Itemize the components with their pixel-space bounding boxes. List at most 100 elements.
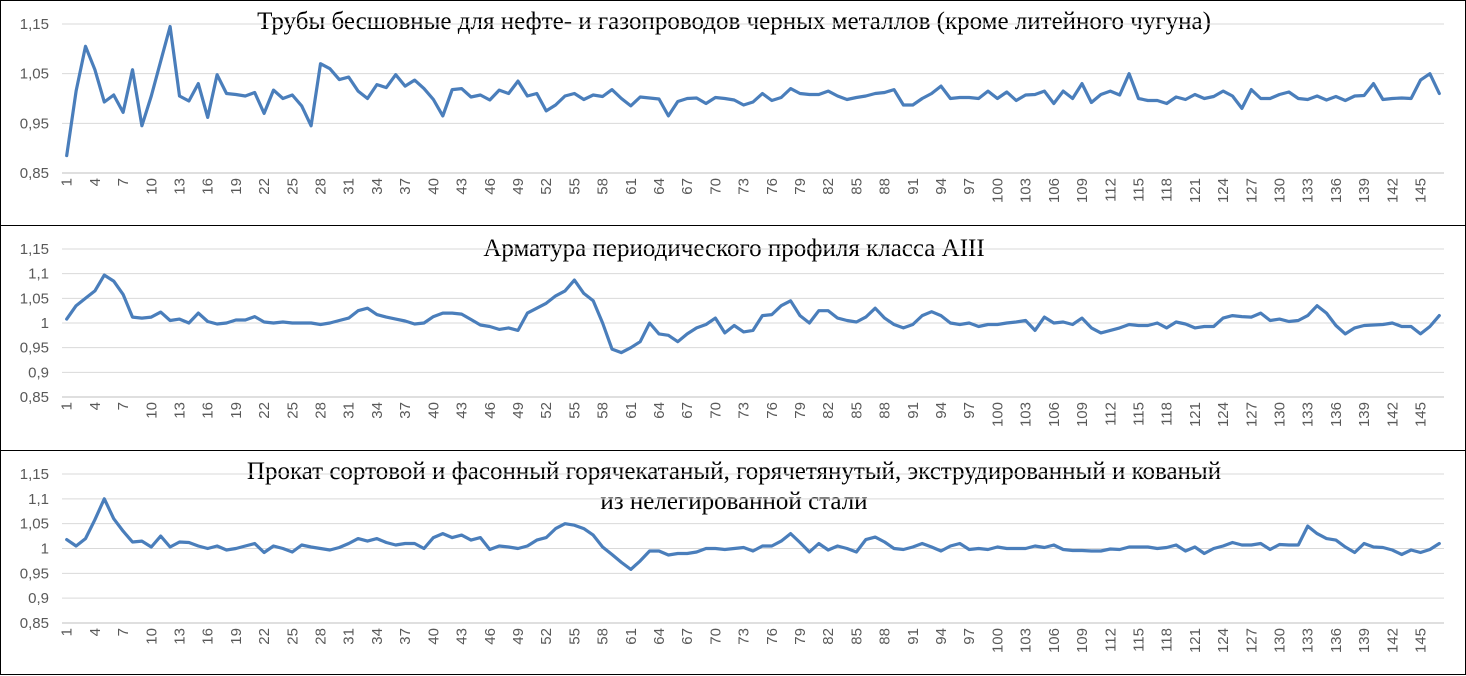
y-tick-label: 1,1 <box>28 266 49 283</box>
x-tick-label: 145 <box>1412 628 1429 653</box>
x-tick-label: 1 <box>59 178 76 186</box>
x-tick-label: 127 <box>1243 628 1260 653</box>
x-tick-label: 73 <box>736 178 753 195</box>
x-tick-label: 1 <box>59 402 76 410</box>
x-tick-label: 97 <box>961 628 978 645</box>
x-tick-label: 64 <box>651 402 668 419</box>
x-tick-label: 112 <box>1102 178 1119 202</box>
x-tick-label: 46 <box>482 178 499 195</box>
x-tick-label: 97 <box>961 402 978 419</box>
x-tick-label: 37 <box>397 178 414 195</box>
x-tick-label: 103 <box>1018 178 1035 203</box>
y-tick-label: 0,95 <box>20 340 49 357</box>
x-tick-label: 10 <box>143 628 160 645</box>
x-tick-label: 85 <box>848 178 865 195</box>
y-tick-label: 1,15 <box>20 16 49 33</box>
x-tick-label: 70 <box>707 628 724 645</box>
y-tick-label: 1 <box>41 541 49 558</box>
y-tick-label: 0,9 <box>28 364 49 381</box>
x-tick-label: 106 <box>1046 628 1063 653</box>
x-tick-label: 19 <box>228 628 245 645</box>
x-tick-label: 4 <box>87 178 104 186</box>
x-tick-label: 16 <box>200 402 217 419</box>
x-tick-label: 121 <box>1187 628 1204 653</box>
x-tick-label: 112 <box>1102 402 1119 426</box>
chart-panel-rebar: Арматура периодического профиля класса А… <box>0 225 1466 451</box>
x-tick-label: 34 <box>369 178 386 195</box>
x-tick-label: 13 <box>172 178 189 195</box>
x-tick-label: 139 <box>1356 628 1373 653</box>
y-tick-label: 0,85 <box>20 615 49 632</box>
x-tick-label: 118 <box>1159 402 1176 426</box>
x-tick-label: 118 <box>1159 178 1176 202</box>
x-tick-label: 31 <box>341 178 358 195</box>
x-tick-label: 97 <box>961 178 978 195</box>
x-tick-label: 58 <box>595 402 612 419</box>
x-tick-label: 43 <box>454 402 471 419</box>
x-tick-label: 91 <box>905 402 922 419</box>
x-tick-label: 82 <box>820 628 837 645</box>
series-line <box>67 275 1440 353</box>
series-line <box>67 27 1440 156</box>
x-tick-label: 46 <box>482 402 499 419</box>
x-tick-label: 76 <box>764 402 781 419</box>
x-tick-label: 142 <box>1384 628 1401 653</box>
x-tick-label: 25 <box>284 178 301 195</box>
x-tick-label: 136 <box>1328 628 1345 653</box>
x-tick-label: 28 <box>313 178 330 195</box>
x-tick-label: 106 <box>1046 402 1063 427</box>
x-tick-label: 10 <box>143 178 160 195</box>
x-tick-label: 130 <box>1271 402 1288 427</box>
x-tick-label: 25 <box>284 628 301 645</box>
x-tick-label: 43 <box>454 178 471 195</box>
x-tick-label: 70 <box>707 402 724 419</box>
x-tick-label: 88 <box>877 402 894 419</box>
x-tick-label: 67 <box>679 402 696 419</box>
x-tick-label: 109 <box>1074 402 1091 427</box>
x-tick-label: 109 <box>1074 628 1091 653</box>
x-tick-label: 124 <box>1215 178 1232 203</box>
x-tick-label: 100 <box>989 628 1006 653</box>
x-tick-label: 136 <box>1328 178 1345 203</box>
x-tick-label: 121 <box>1187 178 1204 203</box>
x-tick-label: 85 <box>848 402 865 419</box>
x-tick-label: 49 <box>510 178 527 195</box>
x-tick-label: 79 <box>792 628 809 645</box>
x-tick-label: 58 <box>595 628 612 645</box>
x-tick-label: 22 <box>256 178 273 195</box>
x-tick-label: 16 <box>200 178 217 195</box>
x-tick-label: 46 <box>482 628 499 645</box>
x-tick-label: 37 <box>397 628 414 645</box>
x-tick-label: 34 <box>369 628 386 645</box>
x-tick-label: 130 <box>1271 628 1288 653</box>
x-tick-label: 43 <box>454 628 471 645</box>
chart-panel-pipes: Трубы бесшовные для нефте- и газопроводо… <box>0 0 1466 226</box>
x-tick-label: 124 <box>1215 628 1232 653</box>
x-tick-label: 31 <box>341 628 358 645</box>
x-tick-label: 67 <box>679 178 696 195</box>
x-tick-label: 49 <box>510 628 527 645</box>
x-tick-label: 127 <box>1243 402 1260 427</box>
x-tick-label: 52 <box>538 628 555 645</box>
x-tick-label: 103 <box>1018 628 1035 653</box>
x-tick-label: 40 <box>425 178 442 195</box>
x-tick-label: 118 <box>1159 628 1176 652</box>
x-tick-label: 115 <box>1130 628 1147 652</box>
x-tick-label: 28 <box>313 628 330 645</box>
x-tick-label: 91 <box>905 628 922 645</box>
x-tick-label: 82 <box>820 178 837 195</box>
x-tick-label: 7 <box>115 178 132 186</box>
x-tick-label: 79 <box>792 402 809 419</box>
y-tick-label: 1,05 <box>20 290 49 307</box>
x-tick-label: 112 <box>1102 628 1119 652</box>
y-tick-label: 0,85 <box>20 165 49 182</box>
x-tick-label: 130 <box>1271 178 1288 203</box>
x-tick-label: 40 <box>425 402 442 419</box>
x-tick-label: 103 <box>1018 402 1035 427</box>
x-tick-label: 4 <box>87 402 104 410</box>
x-tick-label: 55 <box>566 628 583 645</box>
x-tick-label: 31 <box>341 402 358 419</box>
x-tick-label: 1 <box>59 628 76 636</box>
x-tick-label: 79 <box>792 178 809 195</box>
x-tick-label: 22 <box>256 402 273 419</box>
